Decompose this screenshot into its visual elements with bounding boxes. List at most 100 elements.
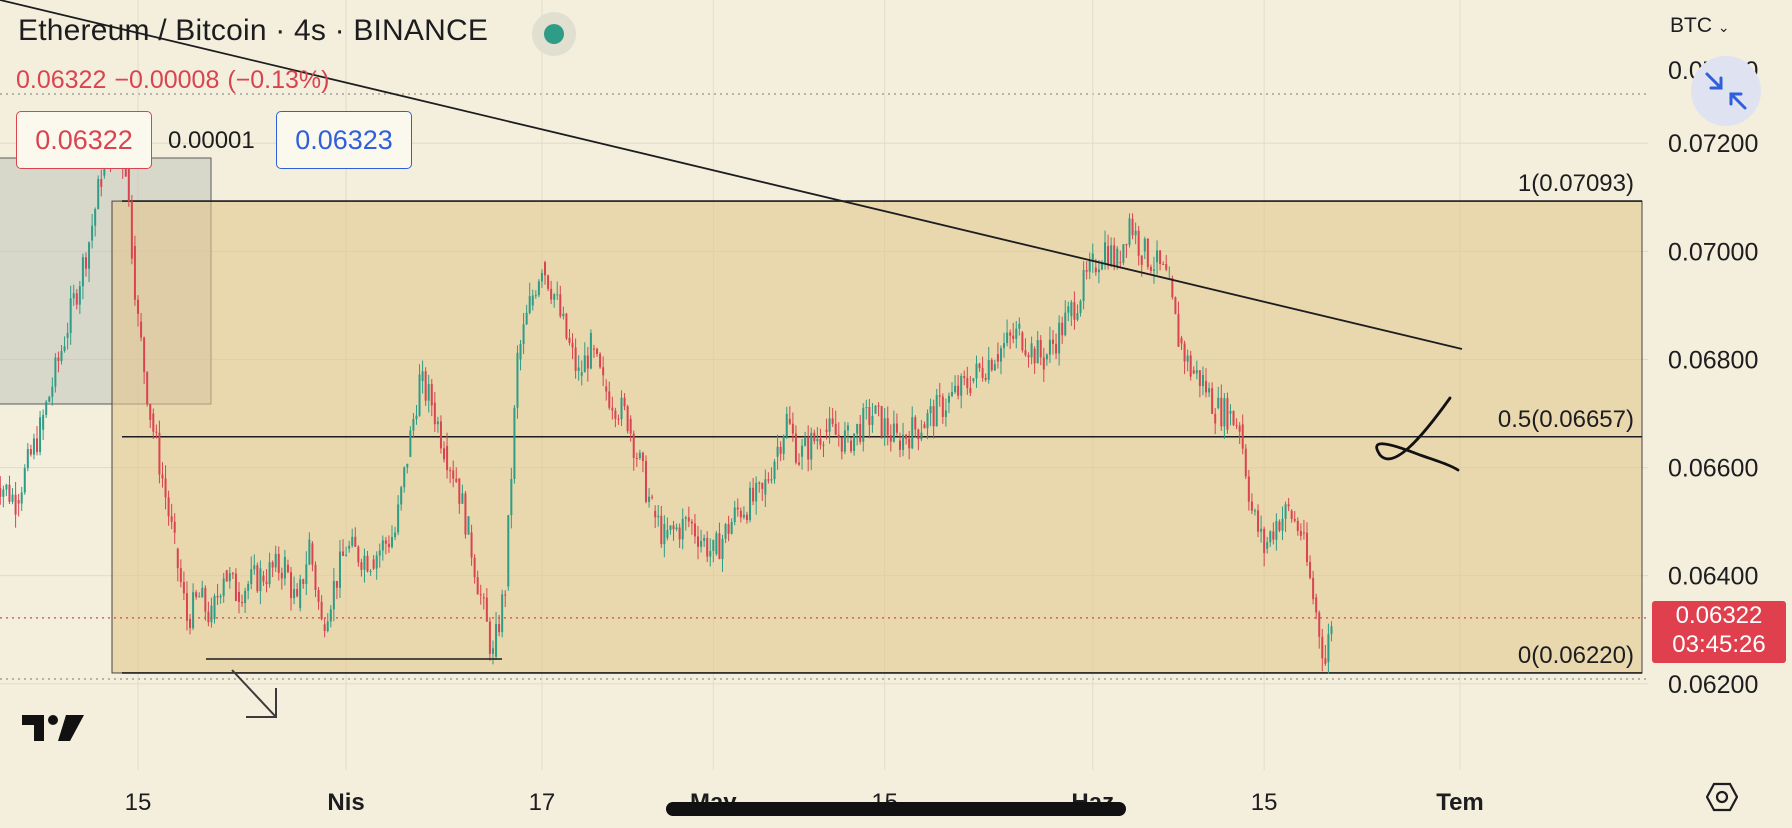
- candle-body: [60, 350, 63, 361]
- candle-body: [1110, 245, 1113, 266]
- y-tick-label: 0.07000: [1668, 238, 1758, 266]
- candle-body: [498, 624, 501, 633]
- candle-body: [638, 452, 641, 459]
- candle-body: [1021, 332, 1024, 351]
- candle-body: [739, 510, 742, 518]
- candle-body: [1149, 266, 1152, 271]
- candle-body: [482, 597, 485, 599]
- candle-body: [1097, 269, 1100, 273]
- candle-body: [837, 434, 840, 438]
- candle-body: [332, 580, 335, 610]
- candle-body: [308, 539, 311, 565]
- candle-body: [843, 430, 846, 452]
- candle-body: [421, 371, 424, 382]
- candle-body: [449, 470, 452, 472]
- candle-body: [176, 548, 179, 569]
- candle-body: [1134, 230, 1137, 236]
- settings-hexagon-icon[interactable]: [1706, 781, 1738, 813]
- candle-body: [764, 479, 767, 495]
- candle-body: [969, 388, 972, 393]
- arrow-drawing[interactable]: [231, 669, 277, 718]
- candle-body: [528, 296, 531, 313]
- candle-body: [635, 457, 638, 459]
- candle-body: [565, 313, 568, 339]
- candle-body: [170, 516, 173, 522]
- currency-selector[interactable]: BTC ⌄: [1670, 14, 1730, 38]
- candle-body: [400, 487, 403, 505]
- candle-body: [641, 452, 644, 462]
- candle-body: [155, 431, 158, 433]
- candle-body: [189, 618, 192, 629]
- x-tick-label: 17: [529, 789, 556, 816]
- candle-body: [351, 536, 354, 546]
- candle-body: [452, 470, 455, 479]
- tradingview-logo-icon: [22, 715, 84, 741]
- trend-line-drawing[interactable]: [0, 0, 1463, 350]
- candle-body: [669, 525, 672, 531]
- candle-body: [228, 573, 231, 582]
- candle-body: [776, 446, 779, 457]
- candle-body: [433, 402, 436, 425]
- candle-body: [2, 489, 5, 497]
- candle-body: [103, 162, 106, 176]
- fib-retracement[interactable]: 1(0.07093) 0.5(0.06657) 0(0.06220): [111, 170, 1643, 674]
- candle-body: [1247, 476, 1250, 502]
- sell-button[interactable]: 0.06322: [16, 111, 152, 169]
- candle-body: [1238, 425, 1241, 432]
- home-indicator: [666, 802, 1126, 816]
- currency-label: BTC: [1670, 14, 1712, 37]
- candle-body: [26, 449, 29, 469]
- symbol-title[interactable]: Ethereum / Bitcoin · 4s · BINANCE: [18, 14, 489, 47]
- candle-body: [923, 424, 926, 429]
- buy-button[interactable]: 0.06323: [276, 111, 412, 169]
- candle-body: [97, 179, 100, 210]
- candle-body: [81, 257, 84, 287]
- freehand-drawing[interactable]: [1375, 396, 1460, 472]
- candle-body: [418, 374, 421, 416]
- candle-body: [675, 527, 678, 530]
- bar-countdown: 03:45:26: [1672, 631, 1766, 658]
- candle-body: [1284, 504, 1287, 519]
- candle-body: [614, 410, 617, 419]
- candle-body: [1122, 244, 1125, 263]
- collapse-button[interactable]: [1691, 56, 1761, 126]
- candle-body: [415, 415, 418, 420]
- candle-body: [488, 621, 491, 654]
- candle-body: [611, 407, 614, 411]
- candle-body: [834, 423, 837, 435]
- candle-body: [412, 419, 415, 431]
- candle-body: [794, 433, 797, 463]
- candle-body: [173, 521, 176, 533]
- candle-body: [219, 595, 222, 598]
- candle-body: [427, 384, 430, 401]
- candle-body: [810, 432, 813, 460]
- candle-body: [886, 418, 889, 436]
- candle-body: [730, 522, 733, 534]
- candle-body: [296, 589, 299, 597]
- candle-body: [749, 487, 752, 521]
- candle-body: [225, 570, 228, 582]
- candle-body: [1048, 339, 1051, 355]
- x-tick-label: Nis: [327, 789, 364, 816]
- candle-body: [706, 537, 709, 557]
- candle-body: [20, 492, 23, 504]
- candle-body: [1085, 270, 1088, 272]
- candle-body: [378, 550, 381, 556]
- fib-level-label: 0(0.06220): [1518, 642, 1634, 669]
- candle-body: [1159, 250, 1162, 264]
- candle-body: [819, 438, 822, 445]
- candle-body: [568, 337, 571, 343]
- candle-body: [1061, 322, 1064, 336]
- candle-body: [84, 257, 87, 269]
- candle-body: [1064, 312, 1067, 336]
- candle-body: [237, 591, 240, 602]
- candle-body: [424, 371, 427, 401]
- candle-body: [32, 438, 35, 455]
- candle-body: [455, 478, 458, 482]
- candle-body: [256, 565, 259, 592]
- candle-body: [305, 564, 308, 584]
- candle-body: [1315, 597, 1318, 613]
- candle-body: [537, 281, 540, 296]
- candle-body: [1281, 518, 1284, 531]
